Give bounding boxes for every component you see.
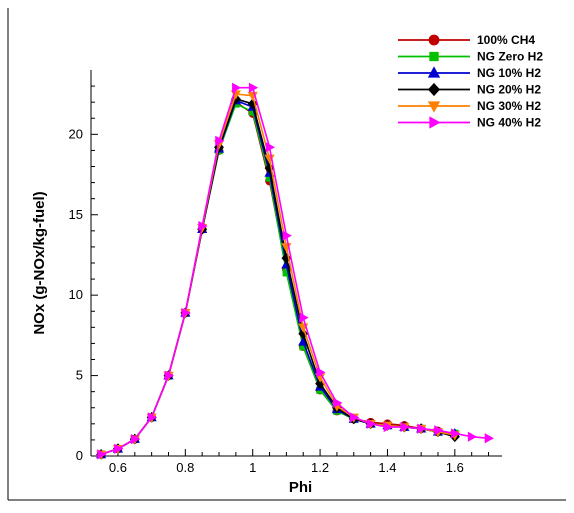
legend-label-ng-40-h2: NG 40% H2 bbox=[477, 116, 541, 130]
data-point-ng-40-h2 bbox=[434, 425, 444, 436]
legend-entry-ng-zero-h2: NG Zero H2 bbox=[398, 50, 543, 64]
legend-entry-ng-10-h2: NG 10% H2 bbox=[398, 66, 541, 80]
data-point-ng-40-h2 bbox=[248, 82, 259, 93]
x-tick-label: 0.6 bbox=[109, 460, 127, 475]
data-point-ng-40-h2 bbox=[114, 443, 124, 454]
legend-entry-ng-20-h2: NG 20% H2 bbox=[398, 83, 541, 97]
plot-series bbox=[96, 82, 494, 460]
x-tick-label: 1.6 bbox=[446, 460, 464, 475]
data-point-ng-40-h2 bbox=[265, 142, 275, 153]
data-point-ng-40-h2 bbox=[181, 307, 191, 318]
y-tick-label: 10 bbox=[69, 287, 83, 302]
legend-label-100-ch4: 100% CH4 bbox=[477, 33, 535, 47]
data-point-ng-40-h2 bbox=[417, 423, 427, 434]
x-tick-label: 1.2 bbox=[311, 460, 329, 475]
legend-marker-ng-10-h2 bbox=[427, 66, 441, 78]
data-point-ng-40-h2 bbox=[467, 431, 478, 442]
legend-label-ng-10-h2: NG 10% H2 bbox=[477, 66, 541, 80]
data-point-ng-40-h2 bbox=[164, 370, 174, 381]
y-axis-ticks: 0 5 10 15 20 bbox=[69, 85, 98, 463]
legend-label-ng-zero-h2: NG Zero H2 bbox=[477, 50, 543, 64]
data-point-ng-40-h2 bbox=[232, 82, 242, 93]
data-point-ng-40-h2 bbox=[316, 367, 326, 378]
data-point-ng-40-h2 bbox=[97, 449, 107, 460]
x-tick-label: 1.4 bbox=[378, 460, 396, 475]
data-point-ng-40-h2 bbox=[400, 421, 410, 433]
y-tick-label: 5 bbox=[76, 368, 83, 383]
legend-marker-ng-40-h2 bbox=[429, 116, 441, 129]
x-axis-title: Phi bbox=[289, 479, 312, 496]
legend-marker-ng-20-h2 bbox=[427, 82, 441, 97]
legend: 100% CH4 NG Zero H2 NG 10% H2 NG 20% H2 NG 3… bbox=[398, 33, 543, 130]
data-point-ng-40-h2 bbox=[383, 421, 393, 433]
data-point-ng-40-h2 bbox=[451, 428, 461, 439]
legend-label-ng-30-h2: NG 30% H2 bbox=[477, 99, 541, 113]
data-point-ng-40-h2 bbox=[282, 230, 292, 241]
legend-marker-ng-30-h2 bbox=[427, 101, 441, 113]
data-point-ng-40-h2 bbox=[366, 418, 377, 429]
y-tick-label: 15 bbox=[69, 207, 83, 222]
x-tick-label: 0.8 bbox=[176, 460, 194, 475]
legend-label-ng-20-h2: NG 20% H2 bbox=[477, 83, 541, 97]
data-point-ng-40-h2 bbox=[147, 412, 158, 423]
x-tick-label: 1 bbox=[249, 460, 256, 475]
y-axis-title: NOx (g-NOx/kg-fuel) bbox=[31, 191, 48, 334]
y-tick-label: 20 bbox=[69, 126, 83, 141]
legend-marker-100-ch4 bbox=[428, 34, 440, 46]
series-ng-40-h2 bbox=[97, 82, 494, 460]
x-axis-ticks: 0.6 0.8 1 1.2 1.4 1.6 bbox=[100, 449, 490, 475]
data-point-ng-40-h2 bbox=[215, 135, 225, 146]
y-tick-label: 0 bbox=[76, 448, 83, 463]
legend-marker-ng-zero-h2 bbox=[429, 51, 439, 62]
data-point-ng-40-h2 bbox=[130, 434, 141, 445]
legend-entry-ng-40-h2: NG 40% H2 bbox=[398, 116, 541, 130]
legend-entry-100-ch4: 100% CH4 bbox=[398, 33, 535, 47]
data-point-ng-40-h2 bbox=[333, 397, 343, 409]
data-point-ng-40-h2 bbox=[349, 412, 360, 423]
legend-entry-ng-30-h2: NG 30% H2 bbox=[398, 99, 541, 113]
data-point-ng-40-h2 bbox=[484, 433, 494, 444]
data-point-ng-40-h2 bbox=[198, 220, 208, 232]
data-point-ng-40-h2 bbox=[299, 312, 309, 323]
